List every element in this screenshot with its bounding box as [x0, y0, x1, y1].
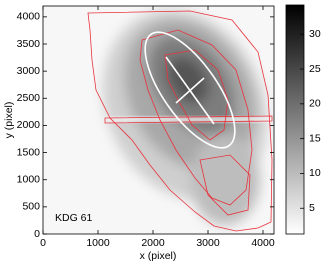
y-tick-label: 3000 [17, 65, 41, 77]
y-tick-label: 2000 [17, 119, 41, 131]
colorbar-tick-label: 5 [309, 202, 315, 214]
x-axis-label: x (pixel) [140, 250, 177, 262]
colorbar-tick-label: 30 [309, 28, 321, 40]
colorbar-tick-label: 15 [309, 132, 321, 144]
colorbar-tick-label: 25 [309, 63, 321, 75]
x-tick-label: 4000 [251, 237, 275, 249]
y-tick-label: 1000 [17, 173, 41, 185]
colorbar-tick-label: 10 [309, 167, 321, 179]
x-tick-label: 3000 [196, 237, 220, 249]
x-tick-label: 2000 [141, 237, 165, 249]
x-tick-label: 0 [40, 237, 46, 249]
y-tick-label: 0 [34, 228, 40, 240]
y-axis-label: y (pixel) [3, 102, 15, 139]
colorbar-tick-label: 20 [309, 98, 321, 110]
y-tick-label: 500 [22, 201, 40, 213]
annotation: KDG 61 [55, 212, 93, 224]
y-tick-label: 1500 [17, 146, 41, 158]
galaxy-image [43, 6, 274, 234]
plot-frame [42, 5, 275, 235]
y-tick-label: 4000 [17, 11, 41, 23]
y-tick-label: 3500 [17, 38, 41, 50]
x-tick-label: 1000 [86, 237, 110, 249]
colorbar [285, 4, 305, 235]
y-tick-label: 2500 [17, 92, 41, 104]
